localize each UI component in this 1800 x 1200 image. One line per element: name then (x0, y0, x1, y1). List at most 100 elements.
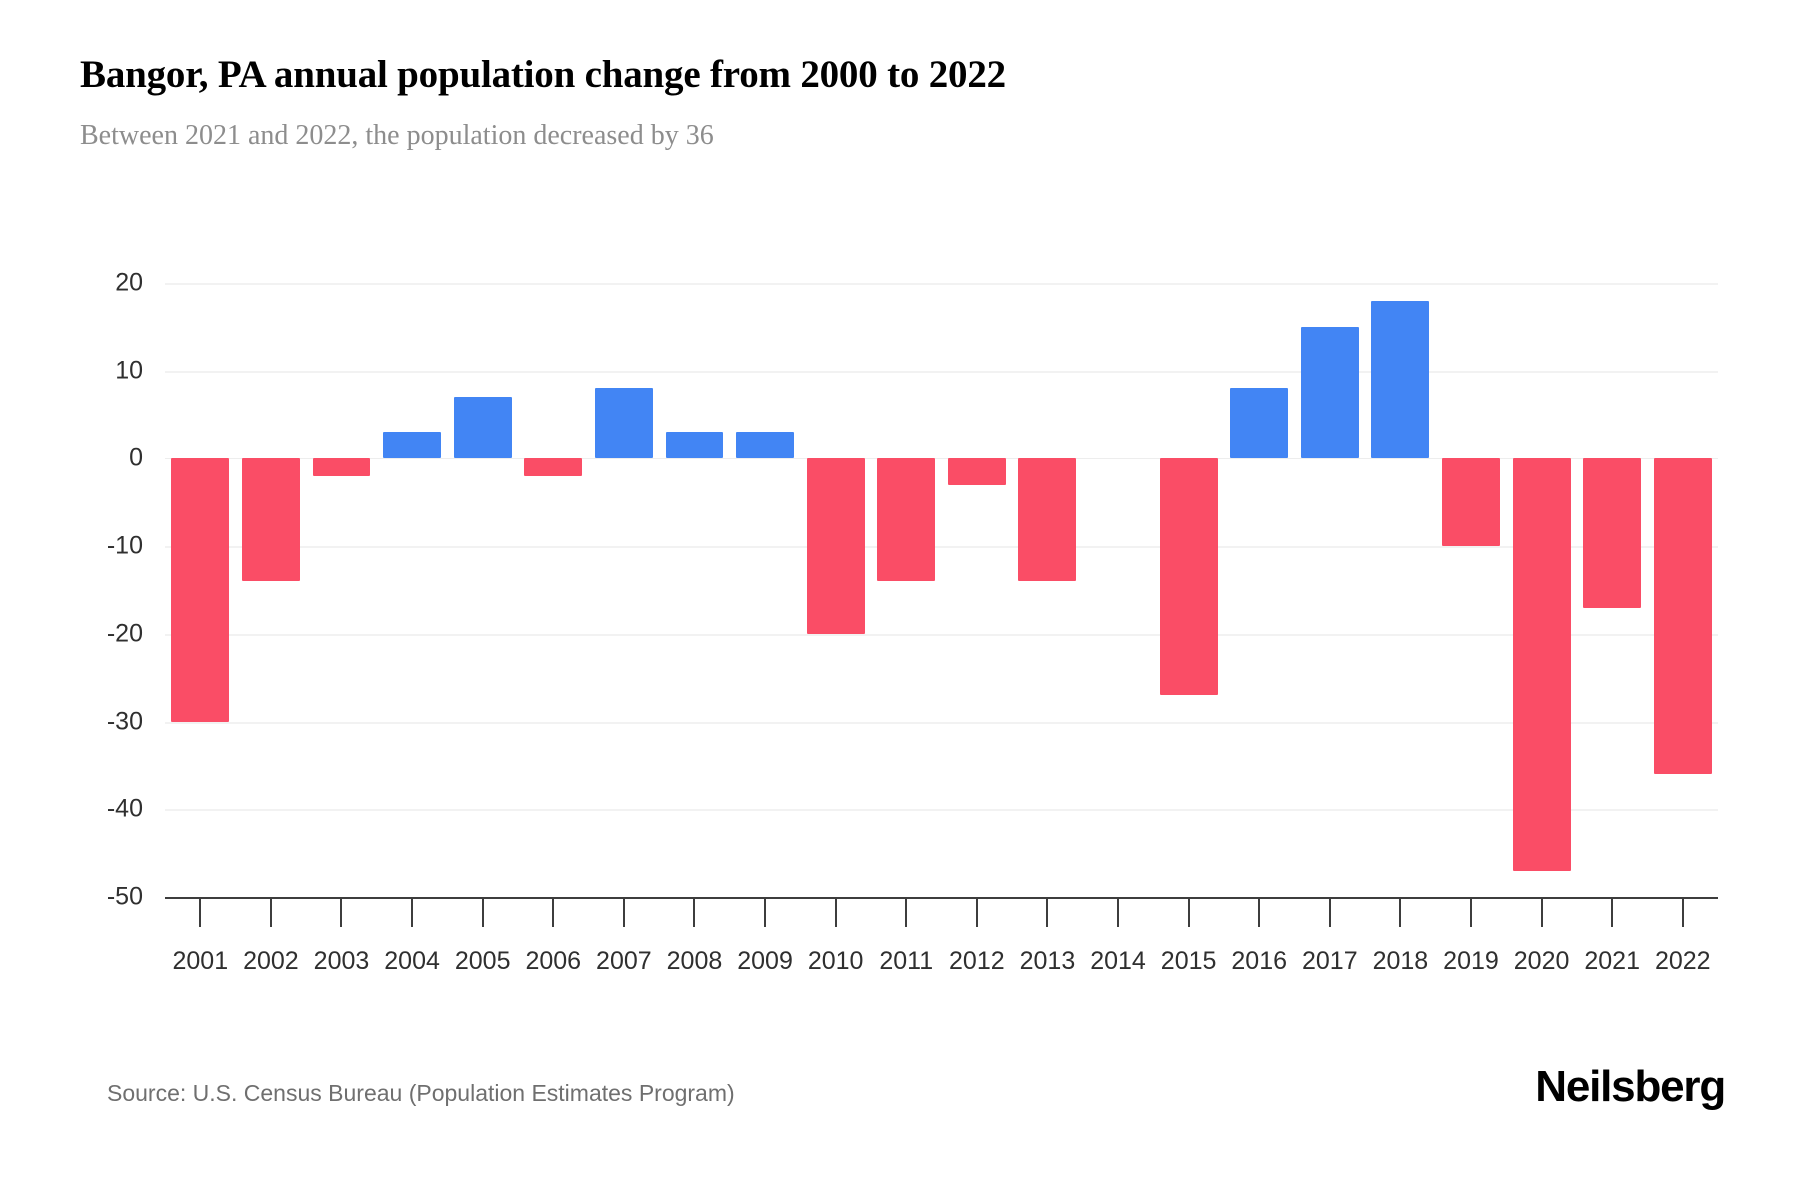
x-tick-slot (871, 897, 942, 937)
x-axis-tick-label: 2005 (454, 947, 511, 975)
bar-2009[interactable] (736, 432, 794, 459)
chart-subtitle: Between 2021 and 2022, the population de… (80, 120, 714, 151)
plot-area (165, 283, 1718, 899)
bar-slot-2016[interactable] (1224, 283, 1295, 897)
bar-slot-2021[interactable] (1577, 283, 1648, 897)
x-axis-tick (975, 897, 978, 927)
x-tick-slot (1012, 897, 1083, 937)
bar-2013[interactable] (1018, 458, 1077, 582)
bar-2003[interactable] (312, 458, 371, 476)
bar-slot-2011[interactable] (871, 283, 942, 897)
bar-slot-2008[interactable] (659, 283, 730, 897)
x-axis-tick-label: 2012 (949, 947, 1005, 975)
bar-2004[interactable] (383, 432, 441, 459)
bar-slot-2010[interactable] (800, 283, 871, 897)
bar-slot-2013[interactable] (1012, 283, 1083, 897)
bar-2016[interactable] (1230, 388, 1289, 459)
bar-2021[interactable] (1583, 458, 1642, 608)
x-tick-slot (942, 897, 1013, 937)
x-axis-tick-label: 2002 (243, 947, 299, 975)
y-axis-tick-label: 10 (115, 356, 143, 385)
x-axis-tick (1540, 897, 1543, 927)
bar-2015[interactable] (1159, 458, 1218, 696)
bar-slot-2015[interactable] (1153, 283, 1224, 897)
x-tick-slot (1436, 897, 1507, 937)
bar-series (165, 283, 1718, 897)
x-axis-labels: 2001 2002 2003 2004 2005 2006 2007 2008 2009 2010… (165, 947, 1718, 987)
bar-2002[interactable] (241, 458, 300, 582)
x-axis-tick-label: 2015 (1160, 947, 1217, 975)
x-axis-tick-label: 2001 (172, 947, 229, 975)
bar-2010[interactable] (806, 458, 865, 634)
x-tick-slot (236, 897, 307, 937)
x-axis-tick (905, 897, 908, 927)
x-tick-slot (1083, 897, 1154, 937)
x-axis-tick-label: 2021 (1584, 947, 1640, 975)
x-axis-line (165, 897, 1718, 899)
bar-2011[interactable] (877, 458, 936, 582)
bar-slot-2005[interactable] (447, 283, 518, 897)
source-note: Source: U.S. Census Bureau (Population E… (107, 1080, 735, 1106)
bar-slot-2017[interactable] (1295, 283, 1366, 897)
bar-2007[interactable] (594, 388, 653, 459)
x-axis-tick-label: 2018 (1372, 947, 1429, 975)
x-axis-tick-label: 2008 (666, 947, 723, 975)
bar-slot-2009[interactable] (730, 283, 801, 897)
x-axis-tick (764, 897, 767, 927)
x-axis-tick-label: 2020 (1513, 947, 1570, 975)
x-tick-slot (165, 897, 236, 937)
x-tick-slot (589, 897, 660, 937)
x-axis-tick-label: 2010 (807, 947, 864, 975)
x-tick-slot (1153, 897, 1224, 937)
bar-2001[interactable] (171, 458, 230, 722)
x-axis-tick-label: 2022 (1654, 947, 1711, 975)
x-axis-tick-label: 2007 (596, 947, 652, 975)
bar-slot-2018[interactable] (1365, 283, 1436, 897)
bar-slot-2012[interactable] (942, 283, 1013, 897)
x-tick-slot (1506, 897, 1577, 937)
x-tick-slot (1365, 897, 1436, 937)
bar-2020[interactable] (1512, 458, 1571, 871)
bar-2018[interactable] (1371, 300, 1430, 459)
gridline (165, 809, 1718, 812)
bar-2017[interactable] (1300, 326, 1359, 459)
x-tick-slot (659, 897, 730, 937)
x-tick-slot (730, 897, 801, 937)
bar-slot-2006[interactable] (518, 283, 589, 897)
gridline (165, 283, 1718, 285)
x-axis-tick (1258, 897, 1261, 927)
bar-2019[interactable] (1442, 458, 1500, 547)
y-axis-tick-label: -30 (106, 707, 143, 736)
bar-slot-2007[interactable] (589, 283, 660, 897)
x-axis-tick (1046, 897, 1049, 927)
bar-slot-2020[interactable] (1506, 283, 1577, 897)
x-tick-slot (1224, 897, 1295, 937)
bar-slot-2002[interactable] (236, 283, 307, 897)
x-axis-tick (1469, 897, 1472, 927)
bar-slot-2003[interactable] (306, 283, 377, 897)
x-axis-tick-label: 2009 (737, 947, 793, 975)
y-axis-tick-label: -50 (106, 882, 143, 911)
x-tick-slot (1647, 897, 1718, 937)
bar-slot-2014[interactable] (1083, 283, 1154, 897)
x-axis-tick (269, 897, 272, 927)
bar-2008[interactable] (665, 432, 724, 459)
gridline (165, 458, 1718, 460)
bar-2012[interactable] (947, 458, 1006, 485)
x-axis-tick-label: 2011 (879, 947, 934, 975)
y-axis-labels: 20 10 0 -10 -20 -30 -40 -50 (0, 0, 165, 1200)
x-axis-tick (199, 897, 202, 927)
x-axis-tick (1187, 897, 1190, 927)
brand-logo: Neilsberg (1535, 1062, 1726, 1111)
bar-slot-2004[interactable] (377, 283, 448, 897)
x-tick-slot (306, 897, 377, 937)
gridline (165, 721, 1718, 724)
gridline (165, 546, 1718, 549)
bar-slot-2022[interactable] (1647, 283, 1718, 897)
bar-2005[interactable] (453, 397, 512, 459)
bar-2022[interactable] (1653, 458, 1712, 775)
bar-2006[interactable] (524, 458, 583, 476)
bar-slot-2019[interactable] (1436, 283, 1507, 897)
bar-slot-2001[interactable] (165, 283, 236, 897)
x-axis-tick (1328, 897, 1331, 927)
